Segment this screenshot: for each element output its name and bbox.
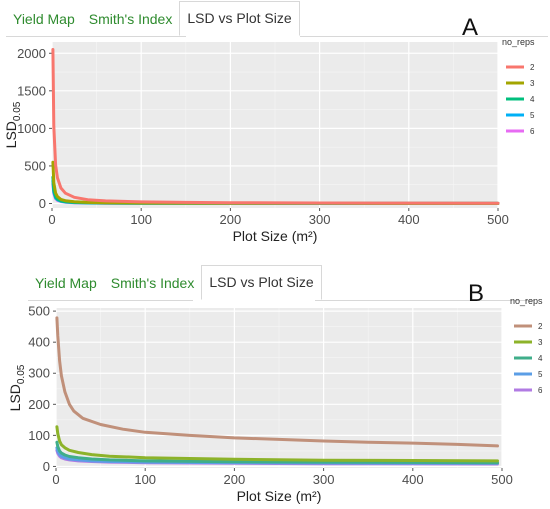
legend-label-2: 2 <box>538 322 543 331</box>
x-tick-label: 400 <box>402 472 424 487</box>
x-tick-label: 0 <box>52 472 59 487</box>
tab-smiths-index[interactable]: Smith's Index <box>110 275 195 291</box>
tab-lsd-vs-plot-size[interactable]: LSD vs Plot Size <box>201 265 322 300</box>
chart-b: 0 100 200 300 400 500 0 100 200 300 400 500 Plot Siz… <box>7 296 543 504</box>
x-axis-title: Plot Size (m²) <box>233 228 318 244</box>
y-tick-label: 0 <box>43 459 50 474</box>
x-axis-title: Plot Size (m²) <box>237 488 322 504</box>
x-tick-label: 500 <box>491 472 513 487</box>
legend-label-4: 4 <box>538 354 543 363</box>
y-tick-label: 500 <box>24 158 46 173</box>
y-tick-label: 1000 <box>17 121 46 136</box>
series-line-2 <box>55 316 499 448</box>
legend-title: no_reps <box>502 37 535 47</box>
y-tick-label: 1500 <box>17 83 46 98</box>
y-tick-label: 300 <box>28 366 50 381</box>
tab-underline <box>300 36 548 37</box>
series-line-3 <box>55 425 499 463</box>
tab-underline <box>28 300 193 301</box>
x-tick-label: 500 <box>487 212 509 227</box>
tab-underline <box>6 36 186 37</box>
x-tick-label: 100 <box>130 212 152 227</box>
legend-label-2: 2 <box>530 63 535 72</box>
tab-bar: Yield Map Smith's Index LSD vs Plot Size <box>28 264 322 300</box>
x-tick-label: 0 <box>48 212 55 227</box>
tab-underline <box>315 300 535 301</box>
y-tick-label: 500 <box>28 304 50 319</box>
x-tick-label: 200 <box>220 212 242 227</box>
legend-label-6: 6 <box>530 127 535 136</box>
legend-title: no_reps <box>510 296 543 306</box>
y-tick-label: 200 <box>28 397 50 412</box>
x-tick-label: 300 <box>313 472 335 487</box>
y-axis-title-subscript: 0.05 <box>16 364 27 384</box>
panel-a: Yield Map Smith's Index LSD vs Plot Size… <box>0 0 550 250</box>
legend-label-3: 3 <box>538 338 543 347</box>
tab-yield-map[interactable]: Yield Map <box>13 11 75 27</box>
y-axis-title-subscript: 0.05 <box>12 101 23 121</box>
series-line-2 <box>51 48 500 205</box>
y-tick-label: 400 <box>28 335 50 350</box>
legend-label-5: 5 <box>538 370 543 379</box>
series-line-4 <box>55 440 499 465</box>
panel-b: Yield Map Smith's Index LSD vs Plot Size… <box>0 258 550 509</box>
tab-lsd-vs-plot-size[interactable]: LSD vs Plot Size <box>179 1 300 36</box>
legend-label-6: 6 <box>538 386 543 395</box>
legend-label-3: 3 <box>530 79 535 88</box>
panel-letter: A <box>462 14 479 41</box>
y-axis-title: LSD0.05 <box>7 364 27 411</box>
y-tick-label: 0 <box>39 196 46 211</box>
x-tick-label: 200 <box>224 472 246 487</box>
tab-yield-map[interactable]: Yield Map <box>35 275 97 291</box>
x-tick-label: 100 <box>134 472 156 487</box>
legend-label-5: 5 <box>530 111 535 120</box>
y-tick-label: 100 <box>28 428 50 443</box>
y-tick-label: 2000 <box>17 46 46 61</box>
x-tick-label: 400 <box>398 212 420 227</box>
tab-bar: Yield Map Smith's Index LSD vs Plot Size <box>6 0 300 36</box>
x-tick-label: 300 <box>309 212 331 227</box>
tab-smiths-index[interactable]: Smith's Index <box>88 11 173 27</box>
chart-a: 0 100 200 300 400 500 0 500 1000 1500 2000 Plot Siz… <box>3 37 535 244</box>
panel-letter: B <box>468 280 485 307</box>
legend-label-4: 4 <box>530 95 535 104</box>
